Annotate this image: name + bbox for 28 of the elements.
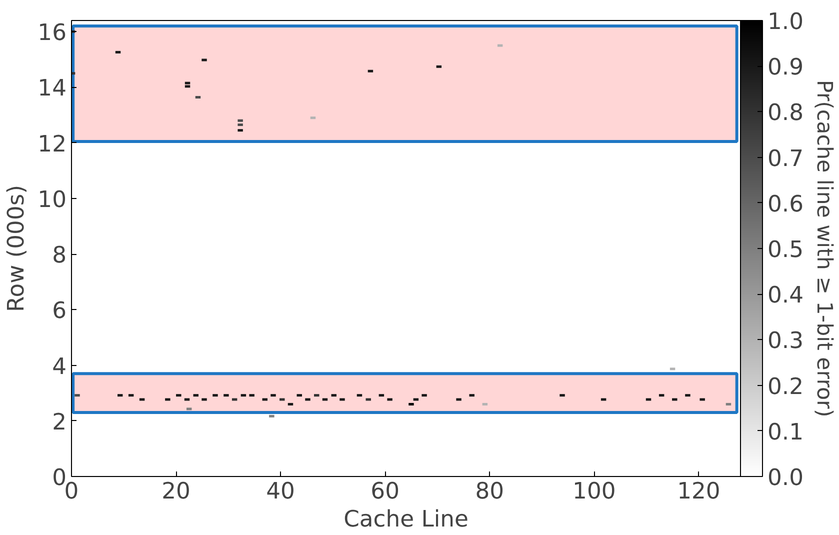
- color-bar-label: 0.3: [768, 328, 804, 354]
- color-bar-label: 1.0: [768, 9, 804, 35]
- y-tick-label: 16: [38, 20, 67, 46]
- y-tick-label: 4: [52, 354, 67, 380]
- y-tick-label: 10: [38, 186, 67, 213]
- color-bar-label: 0.1: [768, 419, 804, 446]
- color-bar-label: 0.5: [768, 237, 804, 263]
- x-tick-label: 40: [266, 478, 295, 504]
- y-tick-label: 14: [38, 76, 67, 102]
- x-axis-title: Cache Line: [344, 506, 468, 532]
- color-bar-label: 0.4: [768, 282, 804, 309]
- y-tick-label: 12: [38, 131, 67, 158]
- color-bar-label: 0.7: [768, 146, 804, 172]
- color-bar-label: 0.0: [768, 465, 804, 491]
- x-tick-label: 120: [677, 478, 720, 504]
- color-bar-label: 0.6: [768, 191, 804, 218]
- color-bar-label: 0.8: [768, 100, 804, 126]
- color-bar-label: 0.9: [768, 54, 804, 81]
- x-tick-label: 80: [475, 478, 504, 504]
- y-tick-label: 2: [52, 409, 67, 436]
- y-tick-label: 6: [52, 298, 67, 324]
- y-tick-label: 8: [52, 242, 67, 269]
- y-axis-title: Row (000s): [4, 184, 30, 312]
- x-tick-label: 60: [370, 478, 400, 504]
- x-tick-label: 100: [572, 478, 616, 504]
- color-bar-label: 0.2: [768, 374, 804, 400]
- color-bar-title: Pr(cache line with ≥ 1-bit error): [812, 80, 836, 418]
- x-tick-label: 20: [162, 478, 190, 504]
